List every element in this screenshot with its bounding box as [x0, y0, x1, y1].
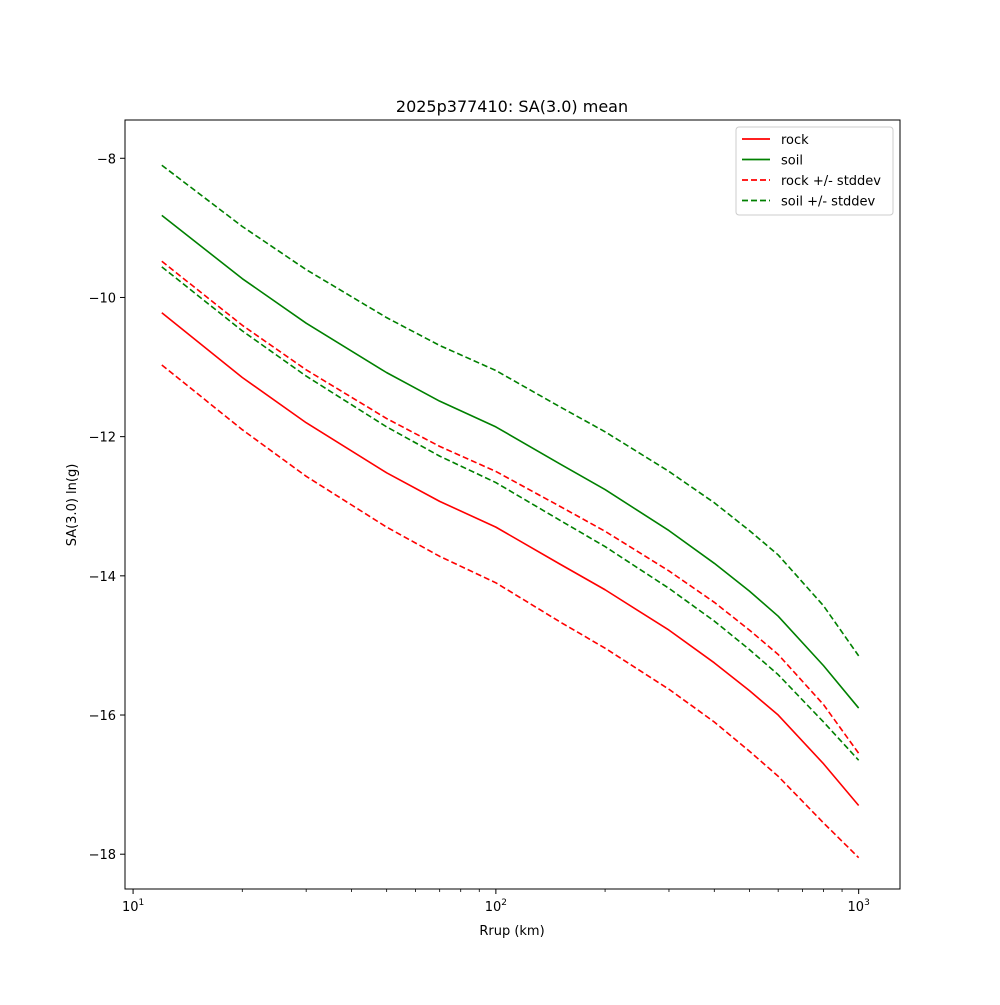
plot-area — [124, 119, 901, 890]
x-axis-label: Rrup (km) — [479, 924, 544, 939]
plot-frame — [124, 119, 901, 890]
y-tick-label-3: −12 — [89, 431, 116, 446]
y-axis: −8 −10 −12 −14 −16 −18 — [89, 152, 125, 863]
legend-label-1: rock — [781, 133, 809, 148]
series-line-2 — [161, 214, 860, 709]
legend-label-2: soil — [781, 154, 803, 169]
legend-label-3: rock +/- stddev — [781, 174, 881, 189]
y-tick-label-5: −16 — [89, 709, 116, 724]
y-tick-label-2: −10 — [89, 291, 116, 306]
legend: rock soil rock +/- stddev soil +/- stddev — [735, 126, 894, 216]
series-line-6 — [161, 266, 860, 761]
legend-label-4: soil +/- stddev — [781, 195, 876, 210]
y-tick-label-1: −8 — [97, 152, 116, 167]
series-line-4 — [161, 364, 860, 859]
y-axis-label: SA(3.0) ln(g) — [65, 464, 80, 547]
y-tick-label-4: −14 — [89, 570, 116, 585]
series-line-1 — [161, 312, 860, 807]
y-tick-label-6: −18 — [89, 848, 116, 863]
chart-title: 2025p377410: SA(3.0) mean — [396, 97, 628, 116]
series-line-5 — [161, 164, 860, 657]
legend-box — [735, 126, 894, 216]
